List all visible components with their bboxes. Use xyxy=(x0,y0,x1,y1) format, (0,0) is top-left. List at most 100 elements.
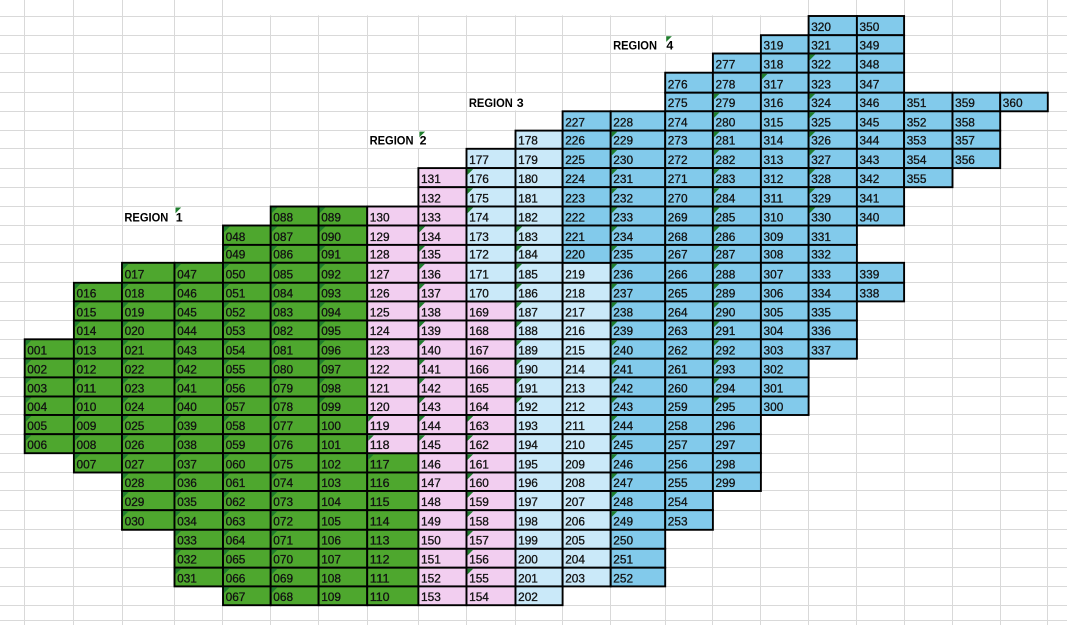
svg-text:261: 261 xyxy=(668,362,688,376)
svg-text:335: 335 xyxy=(811,305,831,319)
svg-text:068: 068 xyxy=(273,590,293,604)
svg-text:213: 213 xyxy=(565,381,585,395)
svg-text:186: 186 xyxy=(518,286,538,300)
svg-text:095: 095 xyxy=(321,324,341,338)
svg-text:014: 014 xyxy=(77,324,97,338)
svg-text:360: 360 xyxy=(1003,96,1023,110)
svg-text:341: 341 xyxy=(860,191,880,205)
svg-text:137: 137 xyxy=(421,286,441,300)
svg-text:236: 236 xyxy=(613,268,633,282)
svg-text:044: 044 xyxy=(177,324,197,338)
svg-text:REGION: REGION xyxy=(613,38,657,52)
svg-text:149: 149 xyxy=(421,515,441,529)
svg-text:116: 116 xyxy=(370,476,390,490)
svg-text:195: 195 xyxy=(518,457,538,471)
svg-text:098: 098 xyxy=(321,381,341,395)
svg-text:202: 202 xyxy=(518,590,538,604)
svg-text:076: 076 xyxy=(273,438,293,452)
svg-text:350: 350 xyxy=(860,20,880,34)
svg-text:286: 286 xyxy=(716,230,736,244)
svg-text:216: 216 xyxy=(565,324,585,338)
svg-text:092: 092 xyxy=(321,268,341,282)
svg-text:001: 001 xyxy=(27,344,47,358)
svg-text:157: 157 xyxy=(469,534,489,548)
svg-text:297: 297 xyxy=(716,438,736,452)
svg-text:280: 280 xyxy=(716,116,736,130)
svg-text:359: 359 xyxy=(955,96,975,110)
svg-text:115: 115 xyxy=(370,495,390,509)
svg-text:242: 242 xyxy=(613,381,633,395)
svg-text:160: 160 xyxy=(469,476,489,490)
svg-text:159: 159 xyxy=(469,495,489,509)
svg-text:267: 267 xyxy=(668,248,688,262)
svg-text:059: 059 xyxy=(226,438,246,452)
svg-text:318: 318 xyxy=(764,58,784,72)
svg-text:325: 325 xyxy=(811,116,831,130)
svg-text:210: 210 xyxy=(565,438,585,452)
svg-text:208: 208 xyxy=(565,476,585,490)
svg-text:308: 308 xyxy=(764,248,784,262)
svg-text:340: 340 xyxy=(860,210,880,224)
svg-text:174: 174 xyxy=(469,210,489,224)
svg-text:300: 300 xyxy=(764,400,784,414)
svg-text:218: 218 xyxy=(565,286,585,300)
svg-text:156: 156 xyxy=(469,553,489,567)
svg-text:169: 169 xyxy=(469,305,489,319)
svg-text:330: 330 xyxy=(811,210,831,224)
svg-text:013: 013 xyxy=(77,344,97,358)
svg-text:231: 231 xyxy=(613,172,633,186)
svg-text:287: 287 xyxy=(716,248,736,262)
svg-text:198: 198 xyxy=(518,515,538,529)
svg-text:094: 094 xyxy=(321,305,341,319)
svg-text:109: 109 xyxy=(321,590,341,604)
svg-text:075: 075 xyxy=(273,457,293,471)
svg-text:3: 3 xyxy=(517,96,524,110)
svg-text:194: 194 xyxy=(518,438,538,452)
svg-text:321: 321 xyxy=(811,38,831,52)
svg-text:133: 133 xyxy=(421,210,441,224)
svg-text:167: 167 xyxy=(469,344,489,358)
svg-text:017: 017 xyxy=(125,268,145,282)
svg-text:262: 262 xyxy=(668,344,688,358)
svg-text:238: 238 xyxy=(613,305,633,319)
svg-text:134: 134 xyxy=(421,230,441,244)
svg-text:207: 207 xyxy=(565,495,585,509)
svg-text:290: 290 xyxy=(716,305,736,319)
svg-text:021: 021 xyxy=(125,344,145,358)
svg-text:122: 122 xyxy=(370,362,390,376)
svg-text:260: 260 xyxy=(668,381,688,395)
svg-text:324: 324 xyxy=(811,96,831,110)
svg-text:316: 316 xyxy=(764,96,784,110)
svg-text:284: 284 xyxy=(716,191,736,205)
svg-text:263: 263 xyxy=(668,324,688,338)
svg-text:291: 291 xyxy=(716,324,736,338)
svg-text:012: 012 xyxy=(77,362,97,376)
svg-text:294: 294 xyxy=(716,381,736,395)
svg-text:083: 083 xyxy=(273,305,293,319)
svg-text:245: 245 xyxy=(613,438,633,452)
svg-text:121: 121 xyxy=(370,381,390,395)
svg-text:136: 136 xyxy=(421,268,441,282)
svg-text:031: 031 xyxy=(177,571,197,585)
svg-text:034: 034 xyxy=(177,515,197,529)
svg-text:124: 124 xyxy=(370,324,390,338)
svg-text:099: 099 xyxy=(321,400,341,414)
svg-text:337: 337 xyxy=(811,344,831,358)
svg-text:237: 237 xyxy=(613,286,633,300)
svg-text:241: 241 xyxy=(613,362,633,376)
svg-text:074: 074 xyxy=(273,476,293,490)
svg-text:REGION: REGION xyxy=(469,96,513,110)
svg-text:191: 191 xyxy=(518,381,538,395)
svg-text:327: 327 xyxy=(811,153,831,167)
svg-text:268: 268 xyxy=(668,230,688,244)
svg-text:183: 183 xyxy=(518,230,538,244)
svg-text:205: 205 xyxy=(565,534,585,548)
svg-text:317: 317 xyxy=(764,78,784,92)
svg-text:343: 343 xyxy=(860,153,880,167)
svg-text:256: 256 xyxy=(668,457,688,471)
svg-text:339: 339 xyxy=(860,268,880,282)
svg-text:185: 185 xyxy=(518,268,538,282)
svg-text:303: 303 xyxy=(764,344,784,358)
svg-text:089: 089 xyxy=(321,210,341,224)
svg-text:173: 173 xyxy=(469,230,489,244)
